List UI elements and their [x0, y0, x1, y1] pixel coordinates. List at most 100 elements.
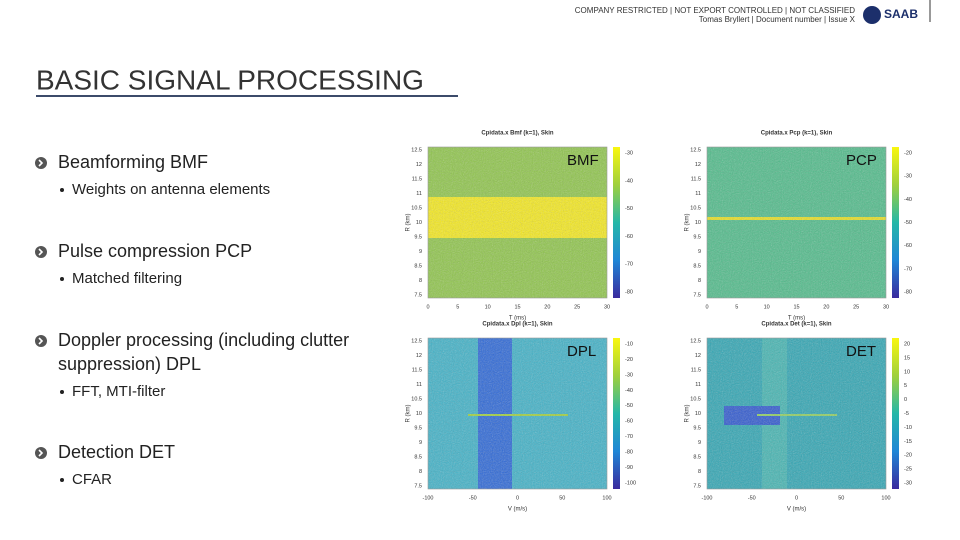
y-tick-label: 10.5: [411, 396, 422, 402]
colorbar-tick-label: -40: [904, 197, 912, 203]
y-tick-label: 8.5: [414, 454, 422, 460]
noise-overlay: [428, 147, 607, 298]
plot-frame: [427, 337, 608, 490]
x-axis-label: T (ms): [509, 316, 526, 322]
colorbar-tick-label: -70: [625, 434, 633, 440]
y-tick-label: 9: [698, 440, 701, 446]
y-tick-label: 9.5: [414, 425, 422, 431]
colorbar-tick-label: -20: [625, 357, 633, 363]
y-tick-label: 9: [698, 249, 701, 255]
colorbar-tick-label: -80: [625, 450, 633, 456]
colorbar: [613, 338, 620, 489]
x-tick-label: 25: [574, 304, 580, 310]
x-tick-label: -100: [701, 495, 712, 501]
y-tick-label: 12.5: [411, 338, 422, 344]
colorbar-tick-label: 0: [904, 397, 907, 403]
x-tick-label: -50: [748, 495, 756, 501]
x-tick-label: 30: [883, 304, 889, 310]
x-axis-label: V (m/s): [508, 507, 527, 513]
y-tick-label: 11: [416, 382, 422, 388]
sub-bullet-dot: [60, 478, 64, 482]
colorbar-tick-label: -30: [625, 150, 633, 156]
y-tick-label: 7.5: [693, 483, 701, 489]
bullet-text: Detection DET: [58, 442, 175, 462]
y-tick-label: 10.5: [690, 396, 701, 402]
colorbar-tick-label: 20: [904, 341, 910, 347]
plot-label: DET: [846, 343, 876, 360]
logo: SAAB: [884, 7, 918, 21]
noise-overlay: [428, 338, 607, 489]
noise-overlay: [707, 147, 886, 298]
sub-bullet-dot: [60, 188, 64, 192]
y-tick-label: 12.5: [690, 338, 701, 344]
sub-bullet-dot: [60, 277, 64, 281]
colorbar-tick-label: -50: [625, 403, 633, 409]
x-tick-label: 5: [735, 304, 738, 310]
y-tick-label: 10: [416, 411, 422, 417]
y-tick-label: 9: [419, 249, 422, 255]
y-tick-label: 12.5: [690, 147, 701, 153]
y-tick-label: 8: [419, 278, 422, 284]
y-tick-label: 9.5: [414, 234, 422, 240]
x-tick-label: 50: [838, 495, 844, 501]
bullet-chevron: [38, 248, 44, 256]
y-tick-label: 11.5: [691, 176, 701, 182]
sub-bullet-dot: [60, 390, 64, 394]
y-tick-label: 11: [416, 191, 422, 197]
y-tick-label: 10: [695, 411, 701, 417]
author-line: Tomas Bryllert | Document number | Issue…: [699, 15, 856, 24]
x-tick-label: 10: [485, 304, 491, 310]
plot-title: Cpidata.x Bmf (k=1), Skin: [481, 131, 554, 137]
colorbar-tick-label: -60: [625, 234, 633, 240]
colorbar-tick-label: 10: [904, 369, 910, 375]
bullet-chevron: [38, 159, 44, 167]
colorbar: [892, 147, 899, 298]
y-tick-label: 7.5: [414, 483, 422, 489]
x-tick-label: 0: [516, 495, 519, 501]
sub-bullet-text: Matched filtering: [72, 270, 182, 287]
bullet-text: Pulse compression PCP: [58, 241, 252, 261]
colorbar-tick-label: -80: [625, 289, 633, 295]
x-tick-label: 20: [544, 304, 550, 310]
bullet-text: Beamforming BMF: [58, 152, 208, 172]
y-tick-label: 9: [419, 440, 422, 446]
y-tick-label: 7.5: [693, 292, 701, 298]
y-tick-label: 8: [698, 469, 701, 475]
y-tick-label: 12: [695, 162, 701, 168]
sub-bullet-text: CFAR: [72, 471, 112, 488]
bullet-text: suppression) DPL: [58, 354, 201, 374]
colorbar-tick-label: -30: [904, 480, 912, 486]
colorbar-tick-label: -10: [904, 425, 912, 431]
x-tick-label: -50: [469, 495, 477, 501]
colorbar-tick-label: -20: [904, 150, 912, 156]
plot-label: BMF: [567, 152, 599, 169]
x-tick-label: 30: [604, 304, 610, 310]
x-tick-label: 20: [823, 304, 829, 310]
colorbar: [613, 147, 620, 298]
plot-image: [427, 146, 608, 299]
plot-label: DPL: [567, 343, 596, 360]
y-axis-label: R (km): [406, 214, 412, 232]
colorbar-tick-label: -10: [625, 341, 633, 347]
colorbar-tick-label: -20: [904, 453, 912, 459]
x-tick-label: 15: [514, 304, 520, 310]
y-tick-label: 11.5: [412, 367, 422, 373]
x-axis-label: V (m/s): [787, 507, 806, 513]
x-axis-label: T (ms): [788, 316, 805, 322]
plot-frame: [706, 146, 887, 299]
colorbar-tick-label: -40: [625, 388, 633, 394]
y-tick-label: 12: [416, 162, 422, 168]
y-tick-label: 10.5: [411, 205, 422, 211]
plot-image: [706, 146, 887, 299]
colorbar-tick-label: -80: [904, 289, 912, 295]
colorbar-tick-label: -40: [625, 178, 633, 184]
logo-emblem: [863, 6, 881, 24]
classification: COMPANY RESTRICTED | NOT EXPORT CONTROLL…: [575, 6, 855, 15]
colorbar-tick-label: -90: [625, 465, 633, 471]
y-axis-label: R (km): [685, 405, 691, 423]
y-tick-label: 7.5: [414, 292, 422, 298]
plot-image: [427, 337, 608, 490]
colorbar-tick-label: -50: [904, 220, 912, 226]
x-tick-label: 50: [559, 495, 565, 501]
